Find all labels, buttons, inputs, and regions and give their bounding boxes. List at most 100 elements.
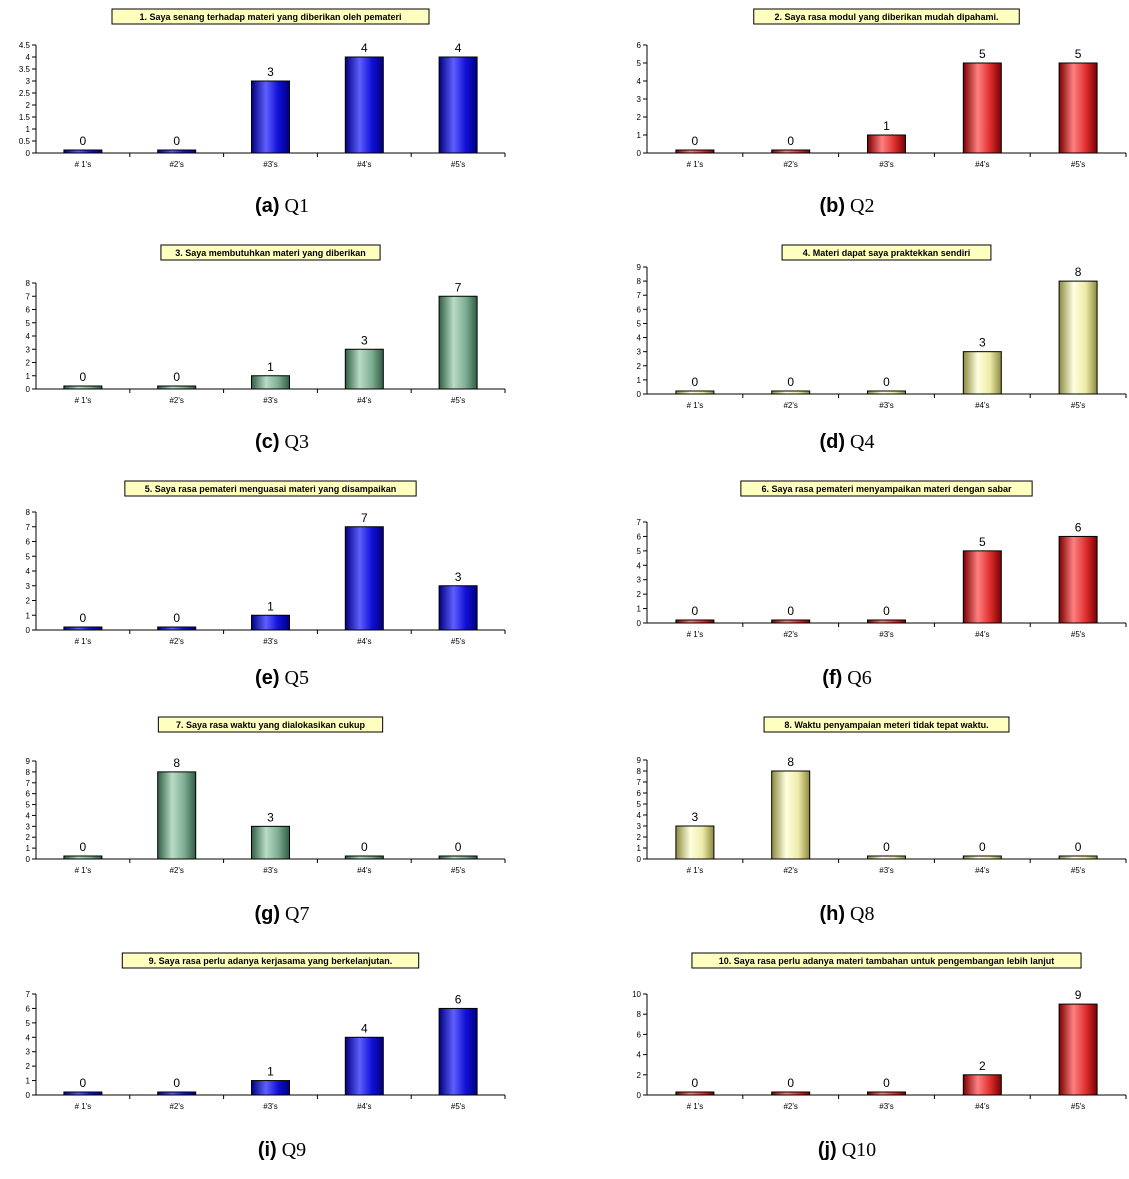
bar-chart-q10: 10. Saya rasa perlu adanya materi tambah…	[632, 952, 1127, 1111]
bar	[251, 80, 290, 154]
y-tick-label: 4	[26, 811, 31, 820]
y-tick-label: 7	[637, 778, 642, 787]
bar	[771, 390, 811, 395]
chart-title-box	[763, 716, 1010, 733]
x-tick-label: #3's	[879, 401, 893, 410]
data-label: 5	[979, 47, 986, 61]
y-tick-label: 5	[637, 547, 642, 556]
data-label: 3	[267, 65, 274, 79]
subfigure-caption: (d) Q4	[565, 431, 1129, 454]
y-tick-label: 6	[26, 1004, 31, 1013]
y-tick-label: 9	[637, 263, 642, 272]
data-label: 3	[979, 336, 986, 350]
data-label: 0	[80, 134, 87, 148]
x-tick-label: #3's	[263, 1102, 277, 1111]
y-tick-label: 0	[637, 855, 642, 864]
data-label: 0	[173, 611, 180, 625]
y-tick-label: 2	[26, 1062, 31, 1071]
data-label: 3	[692, 810, 699, 824]
x-tick-label: # 1's	[687, 630, 704, 639]
y-tick-label: 2	[637, 833, 642, 842]
x-tick-label: #2's	[783, 630, 797, 639]
y-tick-label: 3	[637, 822, 642, 831]
y-tick-label: 2	[26, 833, 31, 842]
caption-question: Q2	[845, 195, 875, 217]
x-tick-label: #4's	[975, 401, 989, 410]
data-label: 1	[267, 599, 274, 613]
data-label: 8	[787, 755, 794, 769]
x-tick-label: #3's	[263, 866, 277, 875]
y-tick-label: 2	[637, 1071, 642, 1080]
data-label: 2	[979, 1059, 986, 1073]
chart-title: 1. Saya senang terhadap materi yang dibe…	[111, 8, 430, 25]
data-label: 0	[173, 1076, 180, 1090]
y-tick-label: 3	[637, 348, 642, 357]
y-tick-label: 2	[637, 362, 642, 371]
chart-title: 3. Saya membutuhkan materi yang diberika…	[160, 244, 381, 261]
caption-letter: (b)	[819, 195, 846, 217]
y-tick-label: 5	[637, 319, 642, 328]
data-label: 4	[361, 1021, 368, 1035]
caption-letter: (i)	[257, 1139, 277, 1161]
y-tick-label: 2	[637, 590, 642, 599]
y-tick-label: 1	[26, 125, 31, 134]
bar	[157, 1091, 197, 1096]
caption-question: Q5	[279, 667, 309, 689]
data-label: 0	[80, 370, 87, 384]
x-tick-label: #5's	[451, 1102, 465, 1111]
data-label: 5	[979, 535, 986, 549]
y-tick-label: 1	[26, 611, 31, 620]
chart-title-box	[157, 716, 384, 733]
y-tick-label: 2	[26, 359, 31, 368]
y-tick-label: 4	[637, 334, 642, 343]
y-tick-label: 0	[637, 149, 642, 158]
y-tick-label: 5	[26, 801, 31, 810]
bar	[867, 1091, 906, 1096]
y-tick-label: 7	[26, 523, 31, 532]
data-label: 0	[787, 134, 794, 148]
chart-title-box	[781, 244, 992, 261]
bar	[344, 56, 384, 154]
x-tick-label: #2's	[783, 866, 797, 875]
bar	[962, 1074, 1002, 1096]
x-tick-label: #3's	[263, 637, 277, 646]
bar	[675, 1091, 715, 1096]
bar	[1058, 535, 1098, 624]
chart-panel-q8: 8. Waktu penyampaian meteri tidak tepat …	[565, 708, 1129, 943]
bar	[344, 526, 384, 631]
chart-panel-q5: 5. Saya rasa pemateri menguasai materi y…	[0, 472, 564, 707]
bar	[771, 1091, 811, 1096]
chart-title: 4. Materi dapat saya praktekkan sendiri	[781, 244, 992, 261]
chart-title-text: 3. Saya membutuhkan materi yang diberika…	[175, 248, 366, 258]
bar	[157, 626, 197, 631]
y-tick-label: 0	[637, 1091, 642, 1100]
bar	[251, 1080, 290, 1096]
x-tick-label: #2's	[169, 637, 183, 646]
data-label: 0	[455, 840, 462, 854]
y-tick-label: 3.5	[19, 65, 31, 74]
data-label: 0	[692, 134, 699, 148]
data-label: 0	[883, 604, 890, 618]
data-label: 7	[455, 280, 462, 294]
bar	[344, 348, 384, 390]
x-tick-label: # 1's	[687, 160, 704, 169]
data-label: 0	[173, 370, 180, 384]
bar	[344, 855, 384, 860]
bar	[1058, 280, 1098, 395]
x-tick-label: # 1's	[75, 866, 92, 875]
y-tick-label: 8	[637, 767, 642, 776]
data-label: 3	[361, 333, 368, 347]
y-tick-label: 6	[26, 306, 31, 315]
x-tick-label: # 1's	[687, 401, 704, 410]
y-tick-label: 4	[637, 561, 642, 570]
caption-question: Q4	[845, 431, 875, 453]
x-tick-label: #2's	[783, 1102, 797, 1111]
y-tick-label: 5	[26, 1019, 31, 1028]
x-tick-label: # 1's	[687, 1102, 704, 1111]
subfigure-caption: (f) Q6	[565, 667, 1129, 690]
data-label: 0	[80, 611, 87, 625]
data-label: 0	[80, 840, 87, 854]
data-label: 0	[787, 375, 794, 389]
x-tick-label: #3's	[879, 160, 893, 169]
bar-chart-q1: 1. Saya senang terhadap materi yang dibe…	[19, 8, 506, 169]
